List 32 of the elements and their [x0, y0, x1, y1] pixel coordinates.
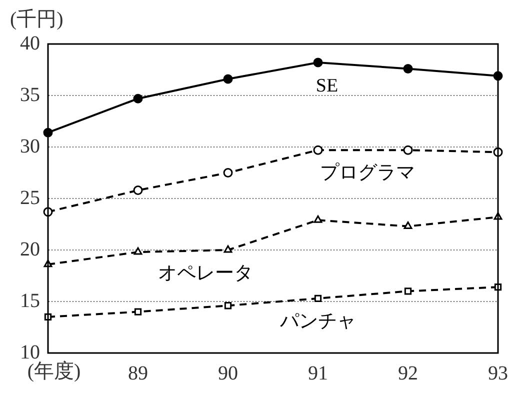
point: [134, 308, 142, 316]
series-label: SE: [316, 76, 338, 97]
point: [133, 186, 143, 196]
point: [403, 145, 413, 155]
point: [313, 145, 323, 155]
series-label: パンチャ: [279, 310, 356, 332]
point: [314, 294, 322, 302]
point: [223, 74, 233, 84]
y-axis-title: (千円): [10, 8, 64, 30]
point: [223, 168, 233, 178]
x-tick-label: 92: [398, 362, 418, 384]
y-tick-label: 40: [20, 32, 40, 54]
point: [134, 247, 142, 255]
point: [224, 302, 232, 310]
point: [403, 64, 413, 74]
y-tick-label: 30: [20, 135, 40, 158]
y-tick-label: 35: [20, 84, 40, 106]
y-tick-label: 20: [20, 238, 40, 260]
point: [224, 245, 232, 253]
series-label: オペレータ: [158, 263, 253, 284]
y-tick-label: 25: [20, 186, 40, 209]
x-tick-label: 93: [488, 362, 508, 384]
x-tick-label: 90: [218, 362, 238, 384]
point: [404, 288, 412, 295]
point: [314, 215, 322, 223]
x-tick-label: 89: [128, 362, 148, 384]
point: [404, 222, 412, 230]
series-label: プログラマ: [320, 162, 415, 184]
y-tick-label: 15: [20, 290, 40, 312]
point: [313, 58, 323, 68]
x-tick-label: 91: [308, 362, 328, 384]
point: [133, 94, 143, 104]
